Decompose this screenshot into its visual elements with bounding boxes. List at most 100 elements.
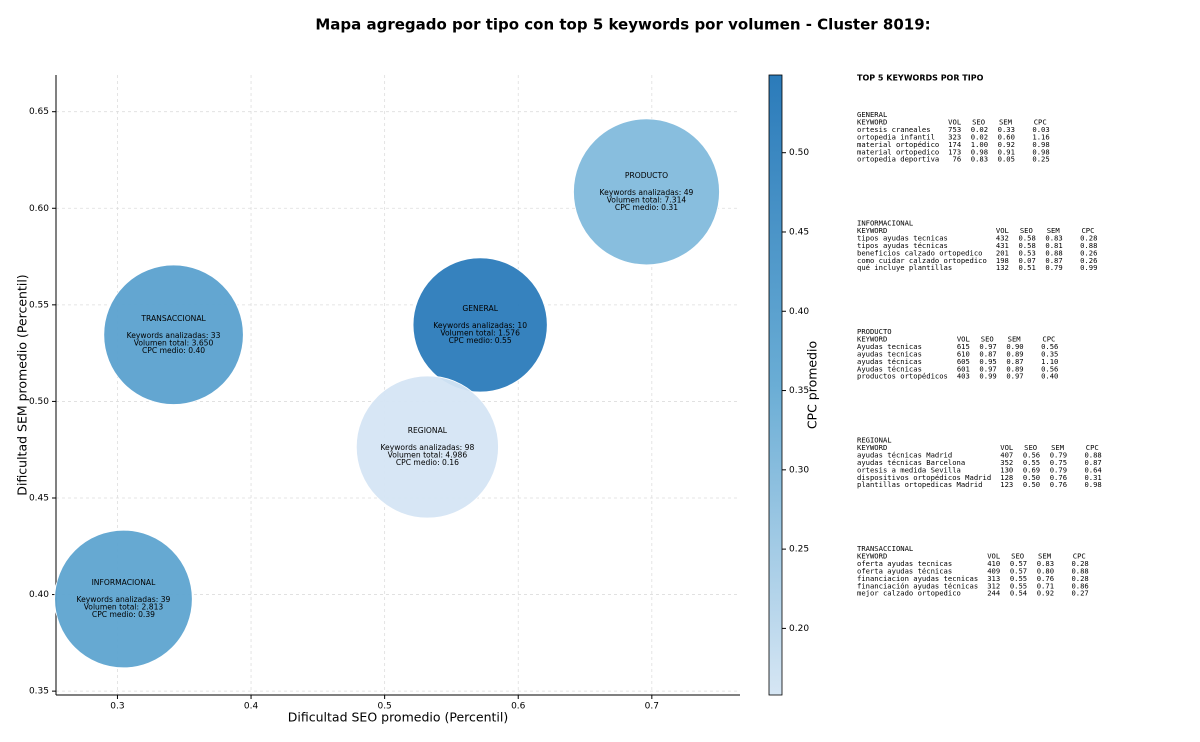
bubble-annotation: Keywords analizadas: 98 <box>380 443 474 452</box>
group-name: PRODUCTO <box>857 327 892 336</box>
bubble-annotation: Volumen total: 4.986 <box>388 451 468 460</box>
table-cell: material ortopedico <box>857 147 939 156</box>
column-header: KEYWORD <box>857 551 887 560</box>
table-cell: 0.95 <box>979 357 996 366</box>
column-header: KEYWORD <box>857 226 887 235</box>
table-cell: 0.55 <box>1010 574 1027 583</box>
bubble-annotation: Keywords analizadas: 49 <box>600 188 694 197</box>
table-cell: ayudas técnicas Madrid <box>857 450 952 459</box>
table-cell: 0.80 <box>1037 566 1054 575</box>
x-axis-label: Dificultad SEO promedio (Percentil) <box>288 710 508 725</box>
colorbar-tick-label: 0.50 <box>789 148 809 158</box>
bubble-annotation: Volumen total: 3.650 <box>134 338 214 347</box>
table-cell: 0.56 <box>1041 342 1058 351</box>
table-cell: 409 <box>987 566 1000 575</box>
table-cell: 0.89 <box>1006 364 1023 373</box>
table-cell: 0.81 <box>1045 241 1062 250</box>
table-cell: 0.97 <box>979 342 996 351</box>
table-cell: 0.05 <box>998 155 1015 164</box>
bubble-annotation: CPC medio: 0.39 <box>92 610 155 619</box>
table-cell: 323 <box>948 132 961 141</box>
table-cell: ortesis a medida Sevilla <box>857 465 961 474</box>
table-cell: beneficios calzado ortopedico <box>857 248 983 257</box>
bubble <box>573 118 720 266</box>
table-cell: 403 <box>957 372 970 381</box>
table-cell: 0.27 <box>1071 589 1088 598</box>
y-axis-label: Dificultad SEM promedio (Percentil) <box>15 274 30 495</box>
colorbar-tick-label: 0.25 <box>789 545 809 555</box>
table-cell: 0.71 <box>1037 581 1054 590</box>
table-cell: 198 <box>996 256 1009 265</box>
column-header: SEO <box>972 117 985 126</box>
column-header: VOL <box>996 226 1009 235</box>
y-tick-label: 0.35 <box>29 687 49 697</box>
column-header: SEM <box>1038 551 1052 560</box>
table-cell: 0.87 <box>1084 458 1101 467</box>
table-cell: 313 <box>987 574 1000 583</box>
table-cell: 0.26 <box>1080 256 1097 265</box>
x-tick-label: 0.5 <box>377 702 391 712</box>
group-name: INFORMACIONAL <box>857 219 913 228</box>
column-header: VOL <box>957 334 970 343</box>
table-cell: tipos ayudas técnicas <box>857 241 948 250</box>
table-cell: 0.64 <box>1084 465 1101 474</box>
table-cell: 132 <box>996 263 1009 272</box>
table-cell: 0.25 <box>1032 155 1049 164</box>
table-cell: 0.88 <box>1045 248 1062 257</box>
table-cell: 0.50 <box>1023 480 1040 489</box>
bubble <box>103 264 244 405</box>
table-cell: 0.54 <box>1010 589 1027 598</box>
table-cell: 0.83 <box>1037 559 1054 568</box>
bubble-label: REGIONAL <box>408 426 448 435</box>
column-header: KEYWORD <box>857 334 887 343</box>
table-cell: ortesis craneales <box>857 125 931 134</box>
table-cell: 1.16 <box>1032 132 1049 141</box>
bubble-annotation: CPC medio: 0.40 <box>142 346 205 355</box>
table-cell: 0.76 <box>1050 480 1067 489</box>
table-cell: 0.33 <box>998 125 1015 134</box>
table-cell: 0.92 <box>1037 589 1054 598</box>
bubble-annotation: Volumen total: 1.576 <box>440 329 520 338</box>
colorbar-tick-label: 0.30 <box>789 465 809 475</box>
x-tick-label: 0.4 <box>244 702 259 712</box>
table-cell: 0.56 <box>1041 364 1058 373</box>
table-cell: financiacion ayudas tecnicas <box>857 574 978 583</box>
table-cell: 0.98 <box>1032 140 1049 149</box>
table-cell: 601 <box>957 364 970 373</box>
table-cell: 0.76 <box>1050 473 1067 482</box>
y-tick-label: 0.50 <box>29 397 49 407</box>
table-cell: 0.31 <box>1084 473 1101 482</box>
column-header: CPC <box>1081 226 1094 235</box>
colorbar-tick-label: 0.35 <box>789 386 809 396</box>
y-tick-label: 0.45 <box>29 493 49 503</box>
column-header: VOL <box>948 117 961 126</box>
table-cell: 0.58 <box>1018 241 1035 250</box>
group-name: GENERAL <box>857 110 887 119</box>
column-header: SEO <box>1011 551 1024 560</box>
column-header: SEO <box>981 334 994 343</box>
table-cell: 0.87 <box>1006 357 1023 366</box>
table-cell: 76 <box>953 155 962 164</box>
bubble-annotation: Keywords analizadas: 10 <box>433 321 527 330</box>
column-header: SEM <box>999 117 1013 126</box>
table-cell: 0.28 <box>1071 574 1088 583</box>
table-cell: 0.51 <box>1018 263 1035 272</box>
table-cell: 0.79 <box>1050 450 1067 459</box>
table-cell: 0.87 <box>1045 256 1062 265</box>
table-cell: 174 <box>948 140 961 149</box>
table-cell: 0.57 <box>1010 566 1027 575</box>
table-cell: 244 <box>987 589 1000 598</box>
table-cell: 128 <box>1000 473 1013 482</box>
bubble <box>412 257 548 393</box>
table-cell: 0.53 <box>1018 248 1035 257</box>
table-cell: mejor calzado ortopedico <box>857 589 961 598</box>
table-cell: 432 <box>996 233 1009 242</box>
table-cell: 0.28 <box>1080 233 1097 242</box>
x-tick-label: 0.7 <box>645 702 659 712</box>
table-cell: 0.83 <box>971 155 988 164</box>
table-cell: 0.02 <box>971 132 988 141</box>
column-header: CPC <box>1034 117 1047 126</box>
bubble-annotation: CPC medio: 0.31 <box>615 203 678 212</box>
colorbar <box>768 74 783 696</box>
colorbar-tick-label: 0.40 <box>789 307 809 317</box>
